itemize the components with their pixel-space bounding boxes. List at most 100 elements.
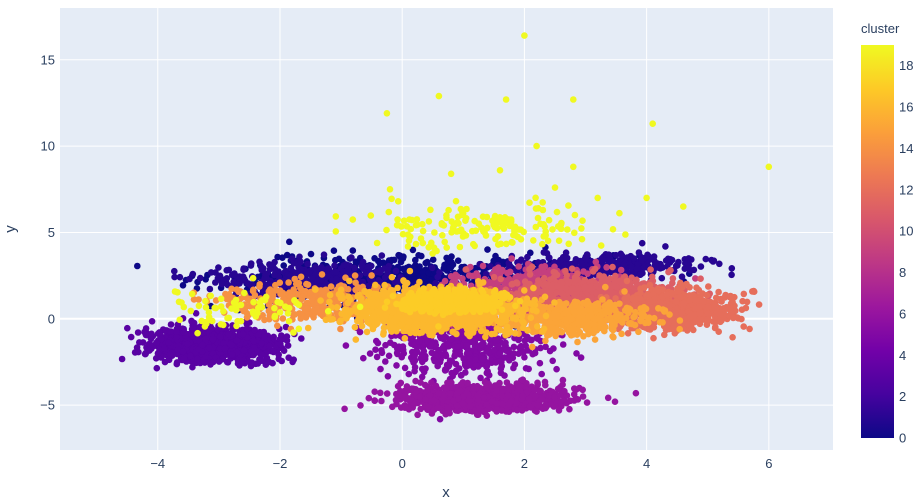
scatter-point (472, 356, 479, 364)
scatter-point (320, 251, 328, 258)
scatter-point (340, 262, 348, 269)
scatter-point (171, 273, 178, 281)
scatter-point (632, 389, 640, 397)
scatter-point (298, 335, 305, 342)
scatter-point (331, 262, 338, 270)
scatter-point (505, 401, 512, 408)
scatter-point (690, 266, 698, 274)
scatter-point (266, 342, 273, 350)
scatter-point (171, 267, 178, 275)
scatter-point (378, 347, 385, 354)
scatter-point (451, 351, 459, 358)
scatter-point (442, 366, 449, 373)
scatter-point (534, 335, 541, 343)
scatter-point (414, 411, 421, 419)
scatter-point (247, 260, 255, 267)
scatter-point (510, 350, 517, 357)
scatter-point (579, 386, 586, 394)
scatter-point (541, 378, 549, 386)
scatter-point (462, 266, 470, 273)
scatter-point (307, 250, 315, 258)
scatter-point (463, 342, 470, 349)
scatter-point (360, 354, 367, 362)
scatter-point (617, 266, 625, 274)
scatter-point (538, 370, 545, 378)
scatter-point (134, 262, 141, 270)
scatter-point (510, 343, 518, 351)
scatter-point (390, 256, 398, 264)
scatter-point (499, 385, 507, 393)
scatter-point (454, 273, 461, 280)
scatter-point (658, 274, 666, 282)
scatter-point (403, 383, 411, 390)
scatter-point (464, 348, 472, 356)
scatter-point (442, 410, 450, 418)
scatter-point (384, 266, 391, 273)
scatter-point (251, 326, 258, 334)
scatter-point (304, 260, 311, 268)
scatter-point (447, 335, 455, 343)
scatter-point (348, 254, 355, 261)
scatter-point (424, 338, 431, 345)
scatter-point (187, 352, 194, 360)
scatter-point (402, 403, 409, 410)
scatter-point (478, 341, 485, 349)
scatter-point (497, 365, 505, 372)
scatter-point (577, 259, 585, 267)
scatter-point (519, 392, 527, 400)
scatter-point (496, 357, 504, 365)
scatter-point (230, 278, 237, 286)
scatter-point (371, 397, 379, 404)
scatter-point (524, 253, 531, 261)
plot-background (60, 8, 833, 450)
scatter-point (486, 278, 493, 286)
scatter-point (142, 325, 150, 332)
scatter-point (483, 401, 490, 408)
scatter-point (221, 345, 229, 352)
scatter-point (179, 348, 187, 355)
scatter-point (536, 388, 544, 395)
scatter-point (523, 335, 530, 343)
scatter-point (709, 258, 717, 265)
scatter-point (498, 407, 506, 414)
scatter-point (158, 335, 165, 343)
scatter-point (446, 264, 454, 272)
scatter-point (526, 271, 534, 278)
scatter-point (411, 400, 418, 408)
scatter-point (472, 264, 479, 272)
scatter-point (604, 394, 612, 402)
scatter-point (434, 273, 442, 281)
scatter-point (184, 340, 192, 348)
scatter-point (399, 343, 407, 350)
scatter-point (258, 351, 266, 359)
scatter-point (205, 344, 213, 352)
scatter-point (371, 254, 378, 262)
scatter-point (480, 394, 488, 401)
scatter-point (667, 255, 674, 263)
scatter-point (413, 348, 421, 356)
scatter-point (341, 405, 348, 413)
scatter-point (535, 277, 542, 284)
scatter-point (225, 331, 232, 338)
scatter-point (605, 251, 612, 258)
scatter-point (378, 252, 386, 259)
scatter-point (280, 262, 288, 269)
scatter-point (554, 385, 562, 393)
scatter-point (387, 339, 394, 347)
scatter-point (435, 390, 442, 397)
scatter-point (330, 247, 338, 254)
scatter-point (534, 379, 541, 387)
scatter-point (278, 357, 286, 365)
scatter-point (416, 393, 424, 400)
scatter-point (436, 415, 444, 423)
scatter-point (579, 393, 587, 400)
scatter-point (358, 262, 366, 269)
scatter-point (411, 364, 419, 371)
scatter-point (452, 367, 460, 375)
scatter-point (456, 387, 464, 395)
scatter-point (417, 405, 425, 413)
scatter-point (551, 393, 558, 401)
scatter-point (271, 271, 278, 279)
scatter-point (412, 256, 419, 264)
